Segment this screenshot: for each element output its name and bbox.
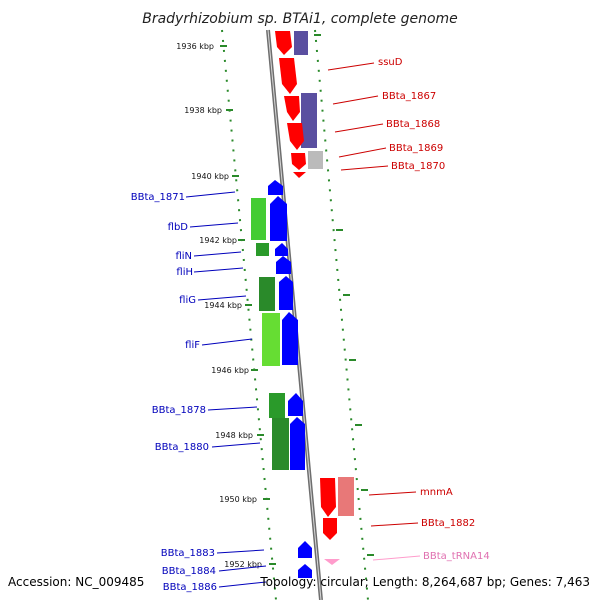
genome-backbone-highlight	[267, 29, 322, 600]
gene-arrow	[298, 564, 312, 578]
gene-arrow	[320, 478, 336, 517]
tick-label: 1952 kbp	[224, 560, 262, 569]
gene-arrow	[284, 96, 300, 121]
gene-block	[262, 313, 280, 366]
leader-line	[193, 251, 242, 257]
gene-block	[294, 31, 308, 55]
gene-label: BBta_1867	[382, 91, 436, 102]
tick-label: 1950 kbp	[219, 495, 257, 504]
gene-label: BBta_1883	[161, 548, 215, 559]
left-gene-labels: BBta_1871 flbD fliN fliH fliG fliF BBta_…	[131, 192, 217, 593]
leader-line	[216, 549, 265, 554]
gene-label: BBta_1870	[391, 161, 445, 172]
leader-line-trna	[372, 555, 421, 561]
leader-line	[193, 267, 244, 273]
gene-label: BBta_1880	[155, 442, 209, 453]
gene-arrow	[298, 541, 312, 558]
gene-block	[338, 477, 354, 516]
gene-label: BBta_1878	[152, 405, 206, 416]
leader-line	[218, 565, 267, 572]
tick-label: 1946 kbp	[211, 366, 249, 375]
leader-line	[201, 338, 253, 346]
tick-label: 1938 kbp	[184, 106, 222, 115]
gene-label: BBta_1871	[131, 192, 185, 203]
gene-arrow	[270, 196, 287, 241]
gene-block	[269, 393, 285, 418]
gene-arrow	[291, 153, 306, 170]
gene-arrow	[323, 518, 337, 540]
gene-label: mnmA	[420, 487, 453, 498]
gene-arrow	[275, 243, 288, 256]
right-gene-labels: ssuD BBta_1867 BBta_1868 BBta_1869 BBta_…	[378, 57, 490, 562]
leader-line	[334, 123, 384, 133]
gene-block	[259, 277, 275, 311]
map-title: Bradyrhizobium sp. BTAi1, complete genom…	[142, 11, 458, 27]
gene-block	[308, 151, 323, 169]
leader-line	[207, 406, 258, 411]
accession-text: Accession: NC_009485	[8, 575, 144, 589]
gene-label: fliH	[176, 267, 193, 278]
tick-label: 1944 kbp	[204, 301, 242, 310]
leader-line	[370, 522, 419, 527]
gene-label: flbD	[168, 222, 189, 233]
gene-label: fliN	[175, 251, 192, 262]
tick-label: 1948 kbp	[215, 431, 253, 440]
gene-arrow	[279, 276, 293, 310]
tick-marks	[220, 34, 374, 565]
gene-arrow	[287, 123, 304, 150]
gene-block	[301, 93, 317, 148]
gene-block	[272, 418, 289, 470]
gene-label: fliG	[179, 295, 196, 306]
gene-label: ssuD	[378, 57, 403, 68]
gene-label: fliF	[185, 340, 200, 351]
tick-label: 1936 kbp	[176, 42, 214, 51]
gene-label: BBta_1882	[421, 518, 475, 529]
gene-arrow	[279, 58, 297, 94]
gene-arrow	[275, 31, 292, 55]
left-leader-lines	[185, 191, 267, 588]
tick-label: 1940 kbp	[191, 172, 229, 181]
gene-arrow	[288, 393, 303, 416]
gene-label: BBta_tRNA14	[423, 551, 490, 562]
reverse-strand-genes	[251, 180, 312, 578]
gene-arrow	[282, 312, 298, 365]
gene-label: BBta_1868	[386, 119, 440, 130]
gene-arrow	[276, 256, 291, 274]
gene-arrow	[268, 180, 283, 195]
trna-marker	[324, 559, 340, 565]
gene-label: BBta_1869	[389, 143, 443, 154]
leader-line	[338, 147, 387, 158]
gene-block	[256, 243, 269, 256]
tick-labels: 1936 kbp 1938 kbp 1940 kbp 1942 kbp 1944…	[176, 42, 262, 569]
gene-arrow	[293, 172, 306, 178]
leader-line	[197, 295, 247, 301]
leader-line	[332, 95, 379, 105]
leader-line	[211, 442, 261, 448]
gene-label: BBta_1886	[163, 582, 217, 593]
leader-line	[185, 191, 236, 198]
gene-label: BBta_1884	[162, 566, 216, 577]
leader-line	[218, 581, 267, 588]
topology-text: Topology: circular; Length: 8,264,687 bp…	[259, 575, 590, 589]
leader-line	[327, 62, 375, 71]
forward-strand-genes	[275, 31, 354, 565]
gene-arrow	[290, 417, 305, 470]
leader-line	[368, 491, 417, 496]
tick-label: 1942 kbp	[199, 236, 237, 245]
leader-line	[189, 222, 239, 228]
gene-block	[251, 198, 266, 240]
right-leader-lines	[327, 62, 419, 527]
leader-line	[340, 165, 389, 171]
